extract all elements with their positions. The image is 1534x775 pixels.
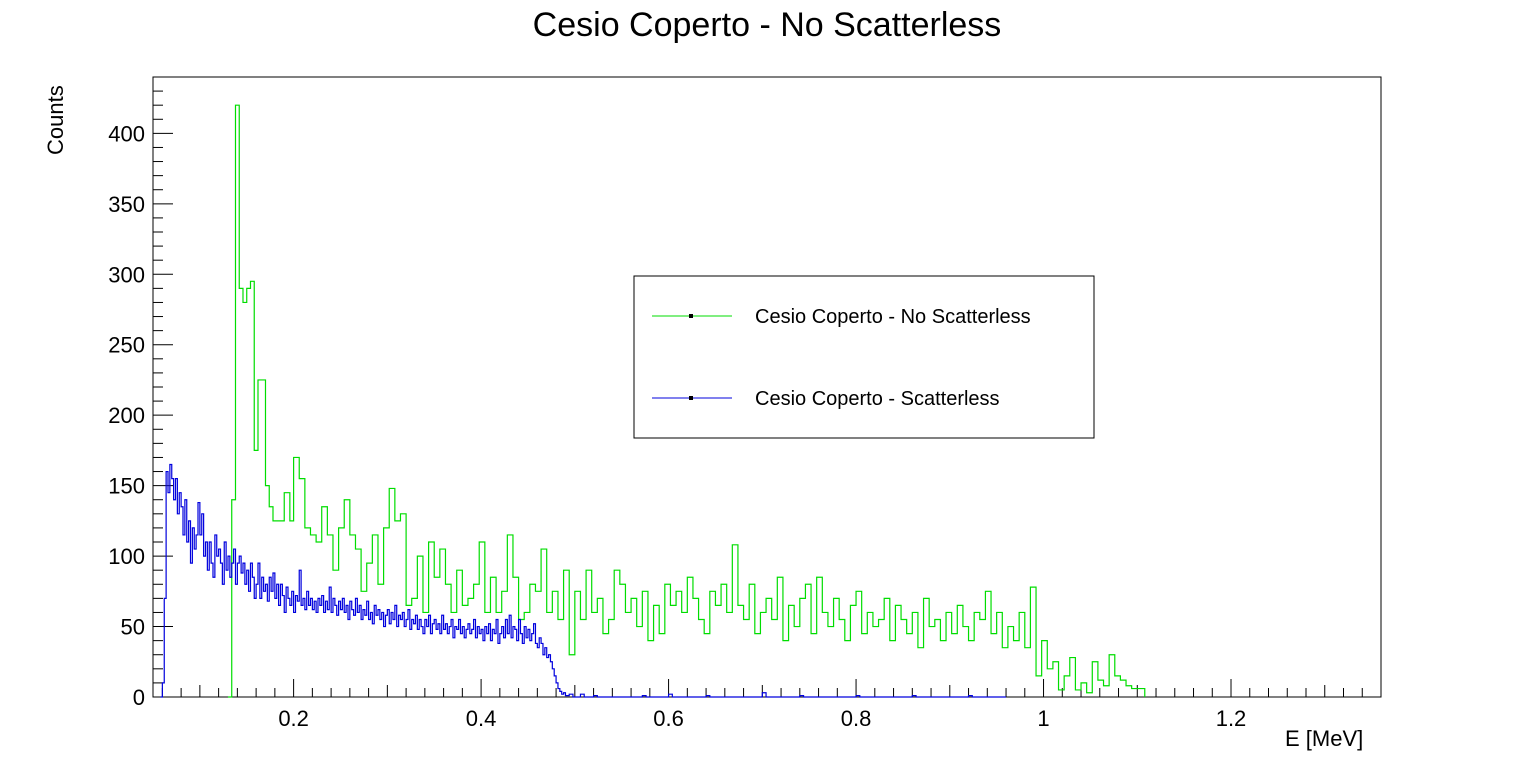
- x-tick-label: 0.4: [466, 706, 497, 731]
- chart-title: Cesio Coperto - No Scatterless: [532, 6, 1002, 44]
- x-axis-label: E [MeV]: [1285, 726, 1364, 751]
- y-tick-label: 200: [108, 403, 145, 428]
- y-tick-label: 400: [108, 121, 145, 146]
- y-tick-label: 0: [133, 685, 145, 710]
- x-tick-label: 0.6: [653, 706, 684, 731]
- y-tick-label: 100: [108, 544, 145, 569]
- x-tick-label: 0.8: [841, 706, 872, 731]
- y-tick-label: 350: [108, 192, 145, 217]
- y-tick-label: 250: [108, 333, 145, 358]
- y-tick-label: 300: [108, 262, 145, 287]
- series-scatterless: [160, 463, 1007, 698]
- y-tick-label: 50: [121, 615, 145, 640]
- legend: Cesio Coperto - No Scatterless Cesio Cop…: [633, 275, 1095, 439]
- x-tick-label: 1: [1037, 706, 1049, 731]
- legend-label-scatterless: Cesio Coperto - Scatterless: [755, 388, 1000, 410]
- legend-marker-scatterless: [689, 396, 693, 400]
- y-tick-label: 150: [108, 474, 145, 499]
- series-no-scatterless: [227, 104, 1146, 698]
- legend-label-no-scatterless: Cesio Coperto - No Scatterless: [755, 306, 1031, 328]
- y-axis-ticks: 0 50 100 150 200 250 300 350 400: [108, 76, 173, 710]
- legend-marker-no-scatterless: [689, 314, 693, 318]
- x-tick-label: 0.2: [278, 706, 309, 731]
- series-layer: [160, 104, 1146, 698]
- x-tick-label: 1.2: [1216, 706, 1247, 731]
- x-axis-ticks: 0.2 0.4 0.6 0.8 1 1.2: [161, 679, 1363, 731]
- legend-box: [633, 275, 1095, 439]
